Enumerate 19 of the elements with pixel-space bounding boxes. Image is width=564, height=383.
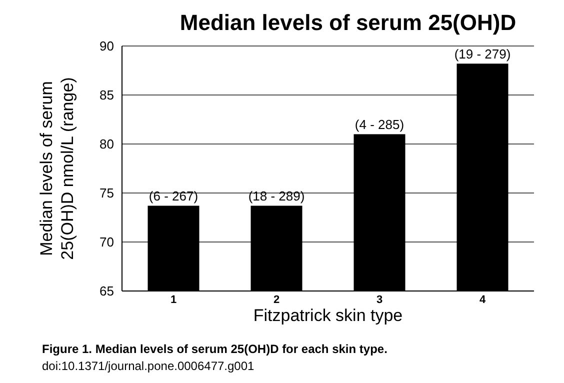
y-tick-label: 90: [100, 38, 114, 54]
data-label: (18 - 289): [248, 188, 305, 204]
y-axis-title: Median levels of serum 25(OH)D nmol/L (range): [37, 77, 77, 260]
chart-title: Median levels of serum 25(OH)D: [180, 10, 516, 35]
caption: Figure 1. Median levels of serum 25(OH)D for each skin type.: [42, 342, 388, 356]
x-tick-label: 4: [479, 294, 486, 306]
x-tick-label: 2: [273, 294, 280, 306]
x-tick-label: 1: [170, 294, 177, 306]
y-tick-label: 85: [100, 88, 114, 103]
y-tick-label: 80: [100, 136, 114, 152]
y-tick-label: 75: [100, 186, 114, 201]
y-tick-label: 70: [100, 234, 114, 250]
data-label: (19 - 279): [454, 46, 511, 62]
x-axis-title: Fitzpatrick skin type: [253, 306, 403, 325]
data-label: (6 - 267): [148, 188, 198, 204]
x-tick-label: 3: [376, 294, 383, 306]
data-label: (4 - 285): [354, 117, 404, 132]
y-tick-label: 65: [100, 284, 114, 299]
text: doi:10.1371/journal.pone.0006477.g001: [42, 359, 255, 373]
